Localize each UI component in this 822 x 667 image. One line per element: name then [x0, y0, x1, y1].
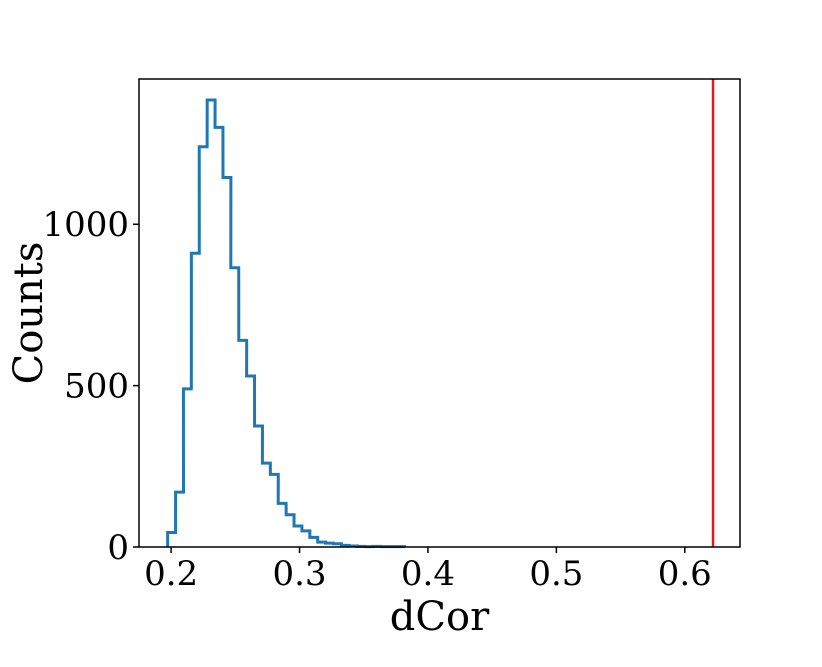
x-tick-label: 0.6 — [658, 554, 712, 594]
x-axis-label: dCor — [390, 594, 490, 640]
axes-frame — [138, 78, 741, 548]
x-tick-label: 0.2 — [144, 554, 198, 594]
x-tick-label: 0.4 — [401, 554, 455, 594]
plot-area — [166, 79, 715, 549]
axis-ticks: 0.2 0.3 0.4 0.5 0.6 0 500 1000 — [42, 205, 711, 594]
y-axis-label: Counts — [6, 242, 52, 385]
y-tick-label: 0 — [107, 528, 129, 568]
y-tick-label: 1000 — [42, 205, 129, 245]
x-tick-label: 0.3 — [272, 554, 326, 594]
y-tick-label: 500 — [64, 367, 129, 407]
x-tick-label: 0.5 — [529, 554, 583, 594]
histogram-series — [166, 98, 407, 549]
